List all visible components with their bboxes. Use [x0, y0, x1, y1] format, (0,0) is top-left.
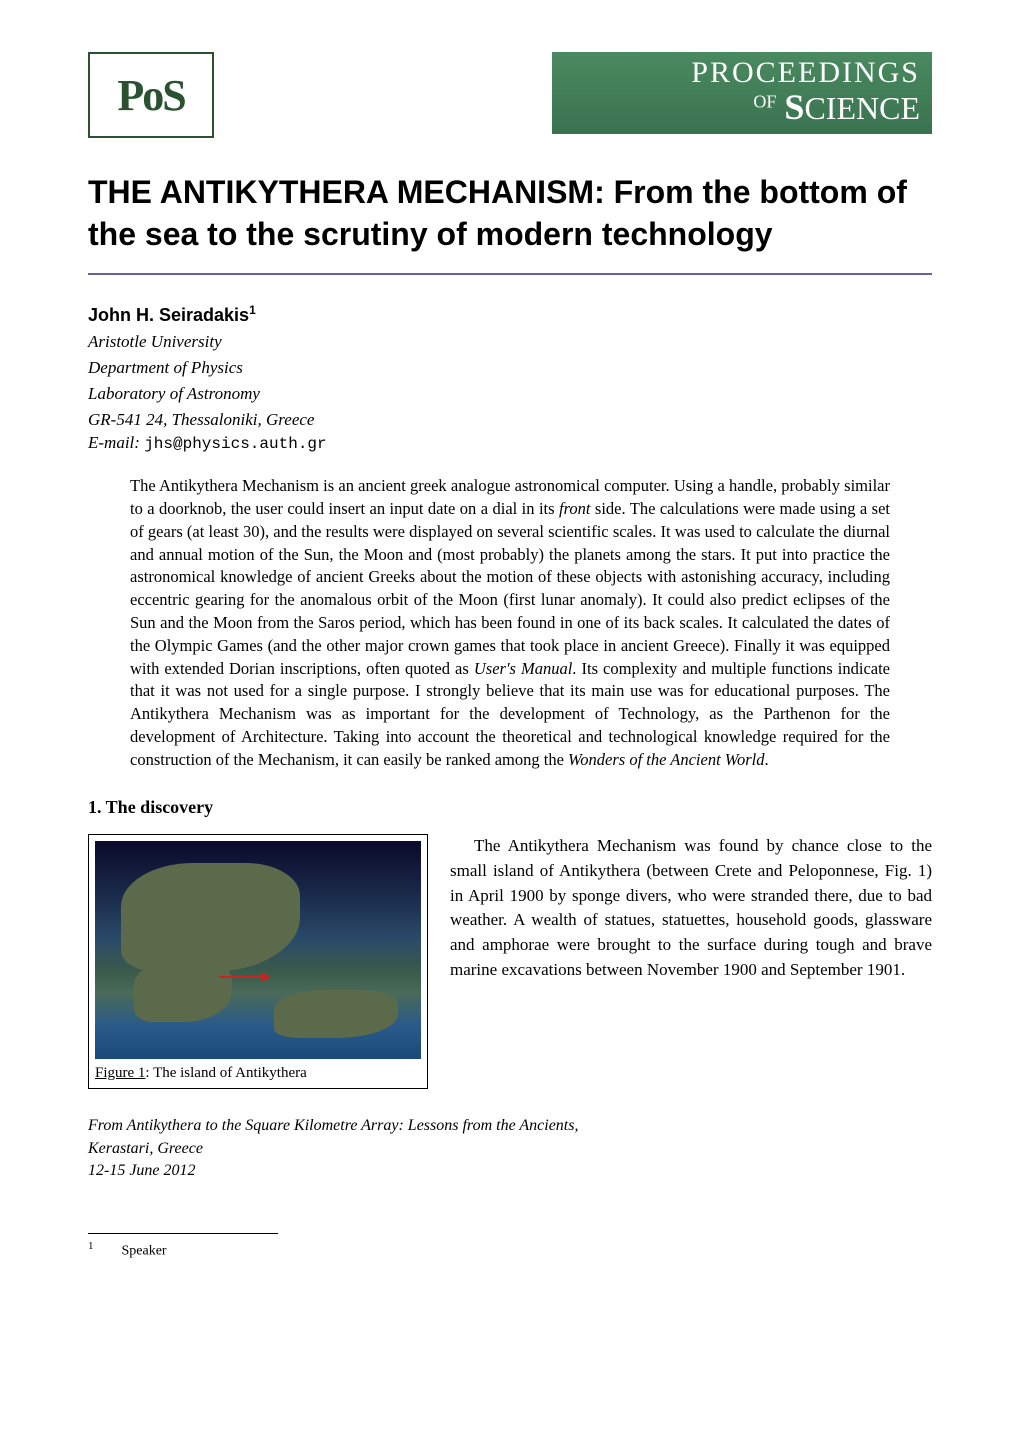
section-1-layout: Figure 1: The island of Antikythera The … [88, 834, 932, 1089]
map-arrow-icon [219, 976, 269, 978]
figure-1-image [95, 841, 421, 1059]
map-crete [274, 990, 398, 1038]
author-footnote-mark: 1 [249, 303, 256, 317]
abstract-paragraph: The Antikythera Mechanism is an ancient … [130, 475, 890, 771]
figure-1-caption-text: : The island of Antikythera [145, 1065, 306, 1081]
affiliation-3: Laboratory of Astronomy [88, 382, 932, 406]
figure-1-label: Figure 1 [95, 1065, 145, 1081]
conference-block: From Antikythera to the Square Kilometre… [88, 1115, 932, 1182]
author-name-line: John H. Seiradakis1 [88, 303, 932, 326]
paper-title: THE ANTIKYTHERA MECHANISM: From the bott… [88, 172, 932, 255]
science-word: S [784, 87, 804, 127]
email-label: E-mail: [88, 433, 144, 452]
header-banner: PoS PROCEEDINGS OF SCIENCE [88, 52, 932, 134]
footnote-number: 1 [88, 1240, 94, 1252]
affiliation-2: Department of Physics [88, 356, 932, 380]
conference-comma: , [574, 1117, 578, 1134]
pos-logo: PoS [88, 52, 214, 138]
figure-1-box: Figure 1: The island of Antikythera [88, 834, 428, 1089]
proceedings-banner: PROCEEDINGS OF SCIENCE [552, 52, 932, 134]
section-1-body: The Antikythera Mechanism was found by c… [450, 834, 932, 982]
footnote-text: Speaker [122, 1243, 167, 1258]
proceedings-word: PROCEEDINGS [691, 58, 920, 88]
affiliation-4: GR-541 24, Thessaloniki, Greece [88, 408, 932, 432]
email-address: jhs@physics.auth.gr [144, 435, 326, 453]
page-container: PoS PROCEEDINGS OF SCIENCE THE ANTIKYTHE… [0, 0, 1020, 1299]
figure-1-caption: Figure 1: The island of Antikythera [95, 1065, 421, 1082]
conference-location: Kerastari, Greece [88, 1140, 203, 1157]
pos-logo-text: PoS [117, 70, 184, 121]
map-landmass [121, 863, 300, 972]
of-science-line: OF SCIENCE [753, 88, 920, 128]
section-1-heading: 1. The discovery [88, 797, 932, 818]
email-line: E-mail: jhs@physics.auth.gr [88, 433, 932, 453]
of-word: OF [753, 92, 776, 112]
conference-dates: 12-15 June 2012 [88, 1162, 196, 1179]
footnote-line: 1 Speaker [88, 1240, 932, 1260]
affiliation-1: Aristotle University [88, 330, 932, 354]
conference-title: From Antikythera to the Square Kilometre… [88, 1117, 574, 1134]
map-peloponnese [134, 961, 232, 1022]
footnote-divider [88, 1233, 278, 1234]
author-name: John H. Seiradakis [88, 305, 249, 325]
title-divider [88, 273, 932, 275]
science-rest: CIENCE [804, 90, 920, 126]
